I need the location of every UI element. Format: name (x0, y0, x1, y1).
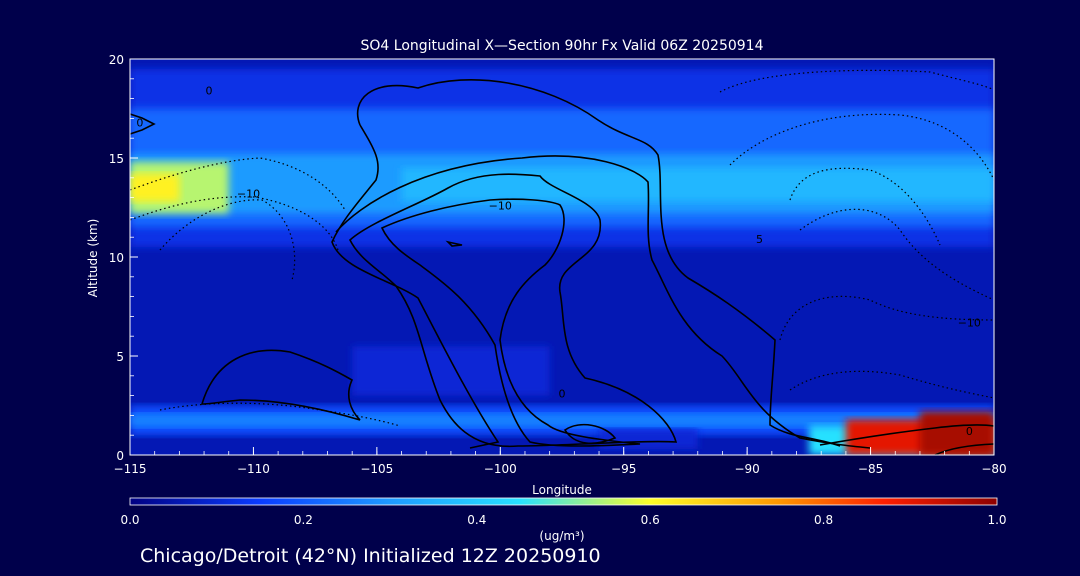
y-tick-label: 10 (109, 251, 124, 265)
colorbar-units-label: (ug/m³) (539, 529, 584, 543)
field-region (130, 173, 180, 202)
contour-label: 0 (205, 85, 212, 98)
contour-label: −10 (489, 199, 512, 212)
temperature-contours-negative (130, 69, 994, 427)
colorbar-tick-label: 0.8 (814, 513, 833, 527)
y-axis-label: Altitude (km) (86, 219, 100, 298)
x-tick-label: −105 (360, 462, 393, 476)
contour-label: 0 (966, 425, 973, 438)
colorbar: 0.0 0.2 0.4 0.6 0.8 1.0 (ug/m³) (120, 497, 1007, 543)
colorbar-tick-label: 1.0 (987, 513, 1006, 527)
contour-line (159, 199, 296, 281)
contour-line (356, 79, 841, 447)
contour-line (719, 69, 994, 93)
contour-line (729, 113, 994, 181)
contour-line (130, 157, 346, 211)
x-tick-label: −110 (237, 462, 270, 476)
x-axis: −115 −110 −105 −100 −95 −90 −85 −80 (114, 447, 1007, 476)
contour-line (789, 370, 994, 399)
colorbar-tick-label: 0.4 (467, 513, 486, 527)
contour-label: −10 (237, 188, 260, 201)
x-tick-label: −90 (734, 462, 759, 476)
y-tick-label: 20 (109, 53, 124, 67)
colorbar-gradient (129, 497, 998, 506)
contour-line (563, 423, 617, 445)
contour-line (130, 113, 156, 135)
contour-line (200, 349, 361, 421)
contour-line (335, 155, 871, 449)
x-tick-label: −100 (484, 462, 517, 476)
colorbar-ticks: 0.0 0.2 0.4 0.6 0.8 1.0 (120, 513, 1006, 527)
x-tick-label: −85 (858, 462, 883, 476)
contour-line (159, 402, 401, 427)
field-region (352, 346, 550, 396)
contour-labels: 0 0 −10 −10 5 −10 0 0 (136, 85, 981, 439)
contour-line (130, 196, 339, 251)
x-tick-label: −80 (981, 462, 1006, 476)
y-tick-label: 5 (116, 350, 124, 364)
contour-label: −10 (958, 316, 981, 329)
field-region (401, 167, 994, 202)
y-tick-label: 0 (116, 449, 124, 463)
contour-line (331, 124, 500, 449)
footer-initialization-label: Chicago/Detroit (42°N) Initialized 12Z 2… (140, 545, 601, 567)
contour-line (445, 240, 463, 247)
contour-line (819, 424, 994, 446)
y-axis: 0 5 10 15 20 (109, 53, 138, 463)
contour-line (934, 443, 994, 455)
colorbar-tick-label: 0.0 (120, 513, 139, 527)
x-tick-label: −95 (611, 462, 636, 476)
colorbar-tick-label: 0.2 (294, 513, 313, 527)
contour-label: 0 (559, 388, 566, 401)
contour-line (380, 198, 641, 447)
colorbar-tick-label: 0.6 (641, 513, 660, 527)
x-axis-label: Longitude (532, 483, 592, 497)
contour-label: 5 (756, 233, 763, 246)
chart-title: SO4 Longitudinal X—Section 90hr Fx Valid… (361, 38, 764, 54)
x-tick-label: −115 (114, 462, 147, 476)
temperature-contours (130, 79, 994, 455)
so4-concentration-field (130, 59, 994, 455)
contour-line (349, 173, 678, 448)
y-tick-label: 15 (109, 152, 124, 166)
contour-label: 0 (136, 116, 143, 129)
